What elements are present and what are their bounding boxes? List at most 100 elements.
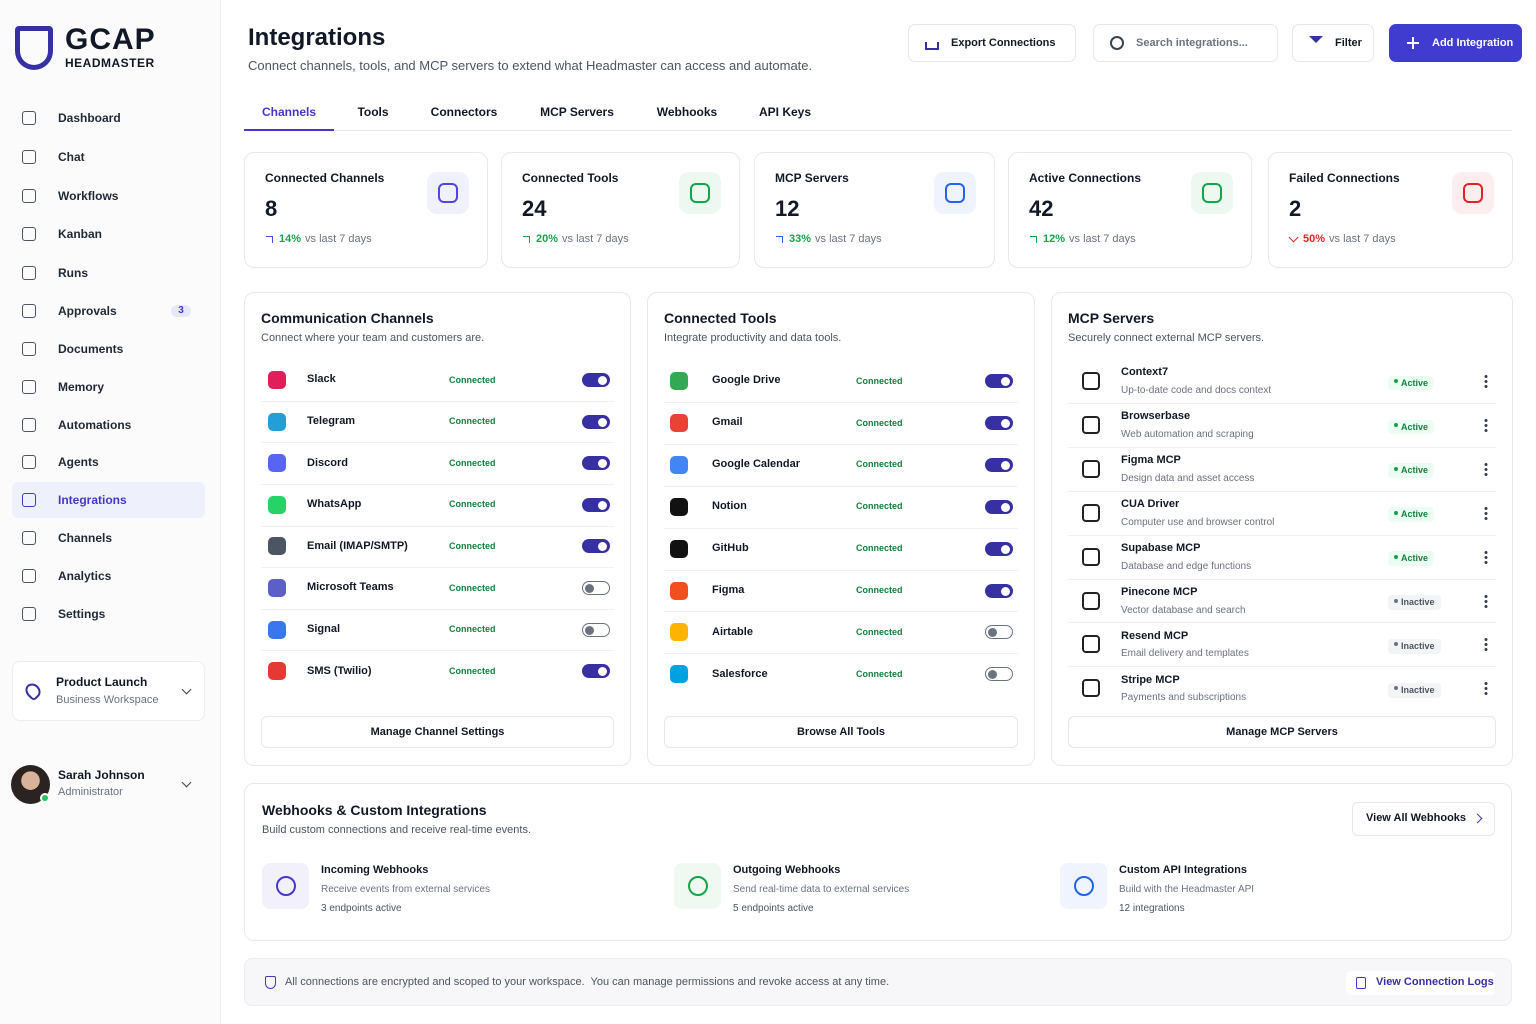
row-divider (1068, 622, 1496, 624)
nav-item[interactable]: Settings (58, 606, 106, 621)
kebab-menu[interactable] (1484, 593, 1488, 608)
panel-card (244, 292, 631, 766)
item-name: Figma (712, 583, 745, 596)
row-divider (1068, 490, 1496, 492)
kebab-menu[interactable] (1484, 637, 1488, 652)
item-icon (268, 537, 286, 556)
status-badge: Active (1388, 463, 1435, 479)
nav-item[interactable]: Approvals (58, 303, 117, 318)
item-status: Connected (856, 543, 903, 554)
kebab-menu[interactable] (1484, 549, 1488, 564)
kebab-menu[interactable] (1484, 505, 1488, 520)
tab[interactable]: API Keys (758, 104, 812, 119)
nav-item[interactable]: Agents (58, 454, 99, 469)
item-icon (670, 539, 688, 558)
workspace-name: Product Launch (56, 674, 148, 689)
item-name: Google Drive (712, 374, 781, 387)
panel-action[interactable] (261, 716, 614, 748)
stat-change-line: 14% vs last 7 days (279, 233, 372, 246)
toggle-knob (1001, 544, 1010, 554)
page-subtitle: Connect channels, tools, and MCP servers… (248, 58, 813, 74)
nav-item[interactable]: Memory (58, 379, 105, 394)
panel-action[interactable] (1068, 716, 1496, 748)
item-icon (1082, 372, 1100, 390)
nav-active (12, 482, 205, 518)
footer-note: All connections are encrypted and scoped… (285, 976, 890, 989)
nav-item[interactable]: Integrations (58, 492, 127, 507)
row-divider (261, 608, 614, 610)
footer-link-bg[interactable] (1346, 971, 1495, 995)
webhooks-button[interactable] (1352, 802, 1495, 836)
nav-item[interactable]: Chat (58, 149, 85, 164)
nav-item[interactable]: Automations (58, 417, 132, 432)
row-divider (1068, 446, 1496, 448)
panel-title: MCP Servers (1068, 309, 1155, 326)
item-name: Signal (307, 623, 341, 635)
nav-item[interactable]: Analytics (58, 568, 112, 583)
item-icon (670, 497, 688, 516)
webhook-icon (688, 876, 708, 896)
status-dot (1394, 598, 1398, 603)
status-badge: Active (1388, 507, 1435, 523)
tab[interactable]: Channels (261, 104, 316, 119)
panel-action-label: Manage MCP Servers (1226, 726, 1338, 739)
toggle-knob (598, 542, 607, 552)
stat-icon-bg (934, 172, 976, 214)
status-badge: Active (1388, 375, 1435, 391)
panel-card (647, 292, 1035, 766)
stat-change: 33% (789, 233, 812, 246)
export-button[interactable] (908, 24, 1076, 62)
stat-icon (1463, 183, 1483, 203)
toggle-knob (585, 625, 594, 635)
stat-label: Connected Tools (522, 170, 619, 185)
item-desc: Database and edge functions (1121, 560, 1252, 572)
row-divider (261, 650, 614, 652)
item-icon (1082, 547, 1100, 566)
kebab-menu[interactable] (1484, 681, 1488, 696)
item-icon (268, 412, 286, 431)
item-name: Email (IMAP/SMTP) (307, 539, 408, 552)
kebab-menu[interactable] (1484, 417, 1488, 432)
status-dot (1394, 422, 1398, 427)
nav-icon (22, 111, 36, 125)
webhook-desc: Build with the Headmaster API (1119, 884, 1255, 895)
footer-bar (244, 958, 1512, 1006)
item-icon (268, 454, 286, 473)
item-status: Connected (449, 374, 496, 385)
webhook-desc: Send real-time data to external services (733, 884, 910, 895)
item-name: Figma MCP (1121, 454, 1181, 467)
webhooks-subtitle: Build custom connections and receive rea… (262, 824, 532, 837)
stat-change: 12% (1043, 233, 1066, 246)
item-status: Connected (449, 624, 496, 635)
nav-item[interactable]: Documents (58, 341, 124, 356)
status-badge: Active (1388, 551, 1435, 566)
panel-action[interactable] (664, 716, 1018, 748)
trend-arrow (523, 236, 530, 243)
nav-item[interactable]: Workflows (58, 188, 119, 203)
kebab-menu[interactable] (1484, 374, 1488, 388)
stat-change-line: 50% vs last 7 days (1303, 233, 1396, 246)
item-icon (268, 662, 286, 681)
tab[interactable]: Connectors (430, 104, 498, 119)
row-divider (664, 611, 1018, 613)
nav-item[interactable]: Runs (58, 265, 88, 280)
stat-change: 20% (536, 233, 559, 246)
item-name: Slack (307, 373, 336, 386)
nav-icon (22, 150, 36, 164)
kebab-menu[interactable] (1484, 461, 1488, 476)
search-input-label: Search integrations... (1136, 37, 1248, 50)
nav-item[interactable]: Channels (58, 530, 113, 545)
workspace-card[interactable] (12, 661, 205, 721)
tab[interactable]: Webhooks (656, 104, 718, 119)
item-icon (1082, 415, 1100, 434)
nav-item[interactable]: Dashboard (58, 110, 121, 125)
tab[interactable]: Tools (357, 104, 389, 119)
export-button-label: Export Connections (951, 37, 1056, 50)
nav-icon (22, 189, 36, 203)
button-icon (925, 42, 939, 50)
search-input[interactable] (1093, 24, 1278, 62)
nav-item[interactable]: Kanban (58, 226, 103, 241)
filter-button[interactable] (1292, 24, 1374, 62)
tab[interactable]: MCP Servers (540, 104, 614, 119)
stat-note: vs last 7 days (562, 233, 629, 246)
